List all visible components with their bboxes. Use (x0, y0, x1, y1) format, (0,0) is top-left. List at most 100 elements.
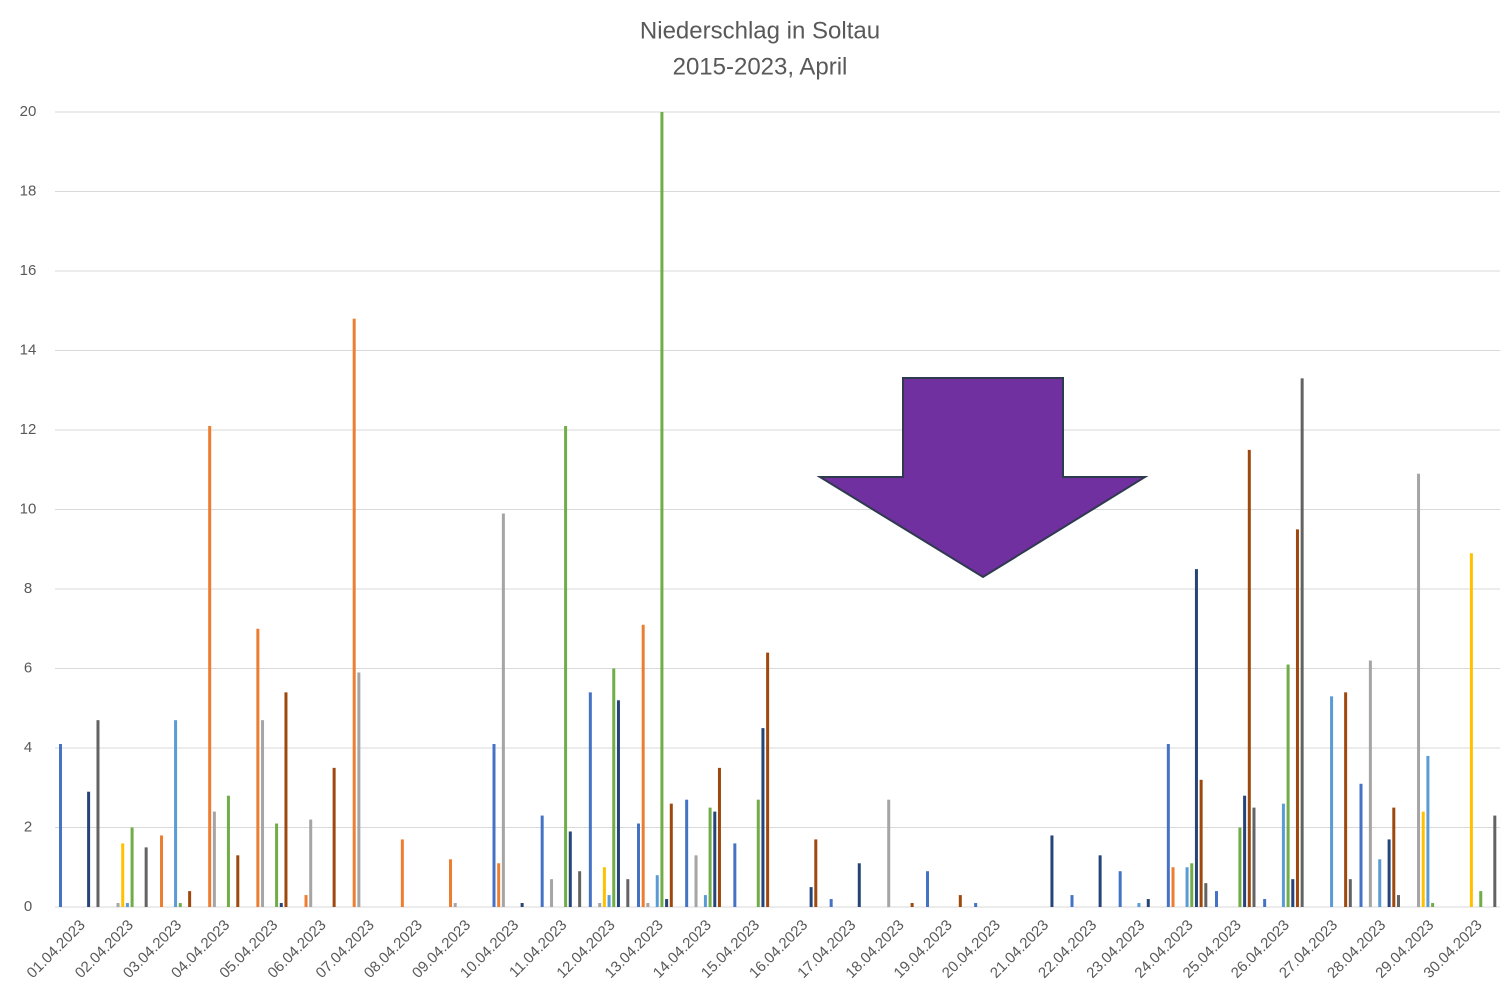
bar (607, 895, 611, 907)
bar (766, 652, 770, 907)
bar (144, 847, 148, 907)
chart-subtitle: 2015-2023, April (673, 53, 848, 80)
bar (1247, 449, 1251, 907)
bar (568, 831, 572, 907)
bar (1166, 744, 1170, 907)
bar (637, 823, 640, 907)
bar (694, 855, 698, 907)
bar (160, 835, 164, 907)
bar (910, 903, 914, 907)
y-tick-label: 18 (20, 182, 37, 199)
bar (1137, 903, 1141, 907)
y-tick-label: 2 (24, 818, 32, 835)
bar (1378, 859, 1382, 907)
bar (1479, 891, 1483, 907)
bar (756, 799, 760, 907)
bar (646, 903, 650, 907)
bar (626, 879, 630, 907)
chart-title: Niederschlag in Soltau (640, 17, 880, 44)
bar (400, 839, 404, 907)
bar (1194, 569, 1198, 907)
bar (733, 843, 737, 907)
bar (550, 879, 554, 907)
bar (665, 899, 669, 907)
bar (703, 895, 707, 907)
bar (1469, 553, 1473, 907)
bar (1050, 835, 1054, 907)
bar (501, 513, 505, 907)
y-tick-label: 10 (20, 500, 37, 517)
bar (309, 819, 313, 907)
bar (564, 426, 568, 907)
bar (616, 700, 620, 907)
y-tick-label: 4 (24, 739, 32, 756)
bar (1493, 815, 1497, 907)
bar (208, 426, 212, 907)
bar (352, 318, 356, 907)
bar (1243, 795, 1247, 907)
bar (1421, 811, 1425, 907)
bar (717, 767, 721, 907)
bar (612, 668, 616, 907)
bar (130, 827, 134, 907)
bar (887, 799, 891, 907)
bar (958, 895, 962, 907)
bar (226, 795, 230, 907)
bar (1281, 803, 1285, 907)
bar (809, 887, 813, 907)
bar (1199, 779, 1203, 907)
bar (261, 720, 265, 907)
bar (641, 624, 645, 907)
y-tick-label: 6 (24, 659, 32, 676)
bar (1396, 895, 1400, 907)
bar (1344, 692, 1348, 907)
bar (540, 815, 544, 907)
bar (1392, 807, 1396, 907)
bar (304, 895, 308, 907)
y-tick-label: 16 (20, 262, 37, 279)
bar (1330, 696, 1334, 907)
bar (332, 767, 336, 907)
bar (449, 859, 453, 907)
y-tick-label: 12 (20, 421, 37, 438)
bar (1426, 755, 1430, 907)
bar (520, 903, 524, 907)
bar (1368, 660, 1372, 907)
bar (685, 799, 689, 907)
bar (655, 875, 659, 907)
bar (974, 903, 978, 907)
bar (660, 112, 664, 907)
bar (87, 791, 91, 907)
bar (357, 672, 361, 907)
bar (1238, 827, 1242, 907)
bar (761, 728, 765, 907)
bar (602, 867, 606, 907)
bar (1070, 895, 1074, 907)
bar (256, 628, 260, 907)
bar (236, 855, 240, 907)
arrow-annotation (816, 377, 1149, 579)
bar (1204, 883, 1208, 907)
bar (1291, 879, 1295, 907)
bar (125, 903, 129, 907)
bar (1118, 871, 1122, 907)
bar (59, 744, 62, 907)
bar (284, 692, 288, 907)
bar (1263, 899, 1267, 907)
bar (1359, 783, 1363, 907)
bar (212, 811, 216, 907)
bar (1348, 879, 1352, 907)
bar (497, 863, 501, 907)
bar (669, 803, 673, 907)
bar (578, 871, 582, 907)
bar (1215, 891, 1218, 907)
bar (1431, 903, 1435, 907)
bar (178, 903, 182, 907)
bar (279, 903, 283, 907)
bar (492, 744, 496, 907)
bar (857, 863, 861, 907)
bar (1185, 867, 1189, 907)
bar (1190, 863, 1194, 907)
